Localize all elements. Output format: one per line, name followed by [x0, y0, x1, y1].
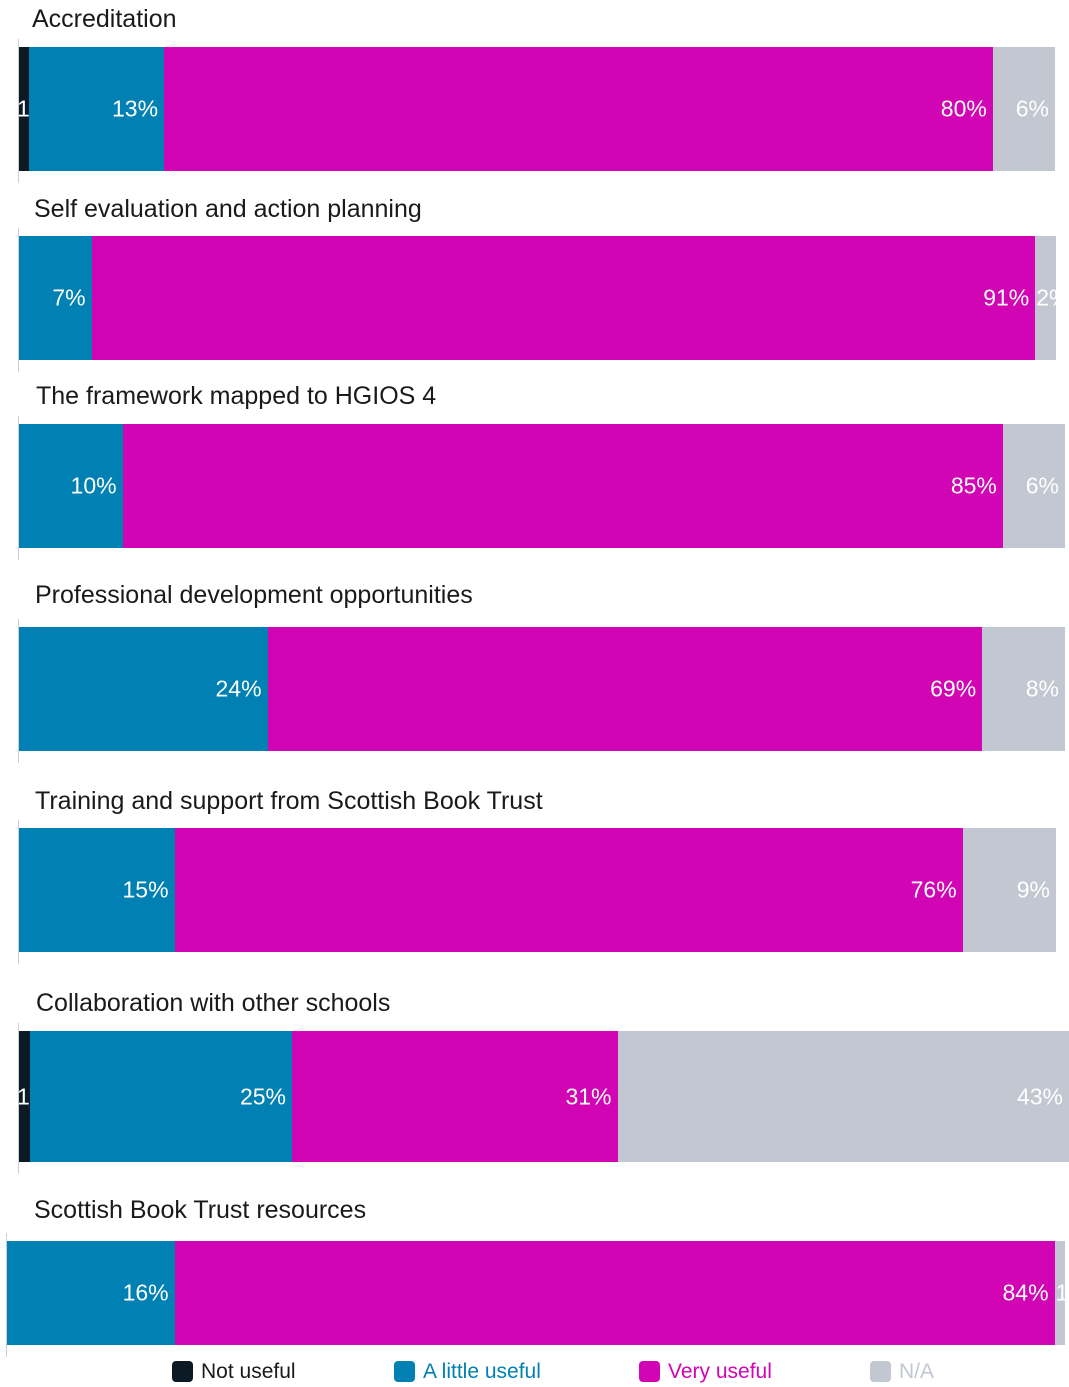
- data-label: 69%: [930, 675, 977, 702]
- axis-line: [18, 39, 19, 183]
- data-label: 6%: [1015, 95, 1049, 122]
- legend-swatch: [639, 1361, 660, 1382]
- bar-segment-not-useful: [19, 1031, 30, 1162]
- bar-segment-a-little-useful: [19, 828, 175, 952]
- bar-segment-n-a: [617, 1031, 1069, 1162]
- legend-swatch: [394, 1361, 415, 1382]
- bar-segment-a-little-useful: [29, 1031, 292, 1162]
- data-label: 6%: [1025, 472, 1059, 499]
- data-label: 43%: [1016, 1083, 1063, 1109]
- data-label: 85%: [950, 472, 997, 499]
- bar-segment-a-little-useful: [19, 424, 123, 548]
- bar-segment-n-a: [1002, 424, 1065, 548]
- bar-collaboration-with-other-schools: 1%25%31%43%: [19, 1031, 1069, 1162]
- bar-segment-very-useful: [174, 1241, 1055, 1345]
- axis-line: [6, 1233, 7, 1357]
- bar-segment-a-little-useful: [19, 236, 92, 360]
- bar-segment-a-little-useful: [19, 627, 268, 751]
- data-label: 10%: [70, 472, 117, 499]
- bar-accreditation: 1%13%80%6%: [19, 47, 1055, 171]
- data-label: 31%: [565, 1083, 612, 1109]
- bar-segment-very-useful: [164, 47, 993, 171]
- bar-training-and-support-from-scottish-book-trust: 15% 76% 9%: [19, 828, 1056, 952]
- panel-title-scottish-book-trust-resources: Scottish Book Trust resources: [34, 1196, 367, 1224]
- data-label: 76%: [910, 876, 957, 903]
- axis-line: [18, 228, 19, 372]
- bar-segment-very-useful: [122, 424, 1003, 548]
- bar-segment-not-useful: [19, 47, 30, 171]
- bar-segment-n-a: [962, 828, 1056, 952]
- data-label: 25%: [239, 1083, 286, 1109]
- legend-label: A little useful: [423, 1360, 541, 1383]
- bar-the-framework-mapped-to-hgios-4: 10% 85% 6%: [19, 424, 1065, 548]
- bar-segment-n-a: [982, 627, 1065, 751]
- data-label: 2%: [1036, 284, 1056, 311]
- bar-professional-development-opportunities: 24% 69% 8%: [19, 627, 1065, 751]
- data-label: 24%: [215, 675, 262, 702]
- legend-label: N/A: [899, 1360, 935, 1383]
- axis-line: [18, 1023, 19, 1174]
- legend-swatch: [172, 1361, 193, 1382]
- panel-title-self-evaluation-and-action-planning: Self evaluation and action planning: [34, 195, 422, 223]
- panel-title-training-and-support-from-scottish-book-trust: Training and support from Scottish Book …: [35, 787, 543, 815]
- bar-segment-very-useful: [292, 1031, 618, 1162]
- bar-segment-a-little-useful: [7, 1241, 175, 1345]
- panel-title-collaboration-with-other-schools: Collaboration with other schools: [36, 989, 391, 1017]
- chart-legend: Not useful A little useful Very useful N/A: [0, 1355, 1069, 1387]
- panel-title-accreditation: Accreditation: [32, 5, 177, 33]
- data-label: 80%: [940, 95, 987, 122]
- legend-label: Not useful: [201, 1360, 296, 1383]
- bar-segment-very-useful: [91, 236, 1036, 360]
- axis-line: [18, 820, 19, 964]
- bar-segment-very-useful: [174, 828, 963, 952]
- data-label: 9%: [1016, 876, 1050, 903]
- legend-swatch: [870, 1361, 891, 1382]
- stacked-bar-chart: Accreditation 1% 13% 80% 6% Self evaluation a…: [6, 5, 1069, 1357]
- bar-segment-very-useful: [267, 627, 983, 751]
- bar-self-evaluation-and-action-planning: 7% 91%2%: [19, 236, 1056, 360]
- bar-segment-a-little-useful: [29, 47, 165, 171]
- data-label: 8%: [1025, 675, 1059, 702]
- data-label: 91%: [983, 284, 1030, 311]
- panel-title-the-framework-mapped-to-hgios-4: The framework mapped to HGIOS 4: [36, 382, 437, 410]
- bar-segment-n-a: [1035, 236, 1056, 360]
- axis-line: [18, 416, 19, 560]
- data-label: 84%: [1002, 1279, 1049, 1306]
- axis-line: [18, 619, 19, 763]
- data-label: 13%: [112, 95, 159, 122]
- bar-segment-n-a: [992, 47, 1055, 171]
- panel-title-professional-development-opportunities: Professional development opportunities: [35, 581, 473, 609]
- data-label: 16%: [122, 1279, 169, 1306]
- bar-segment-n-a: [1054, 1241, 1065, 1345]
- data-label: 1%: [1055, 1279, 1065, 1306]
- legend-label: Very useful: [668, 1360, 772, 1383]
- bar-scottish-book-trust-resources: 16% 84%1%: [7, 1241, 1065, 1345]
- data-label: 15%: [122, 876, 169, 903]
- data-label: 7%: [52, 284, 86, 311]
